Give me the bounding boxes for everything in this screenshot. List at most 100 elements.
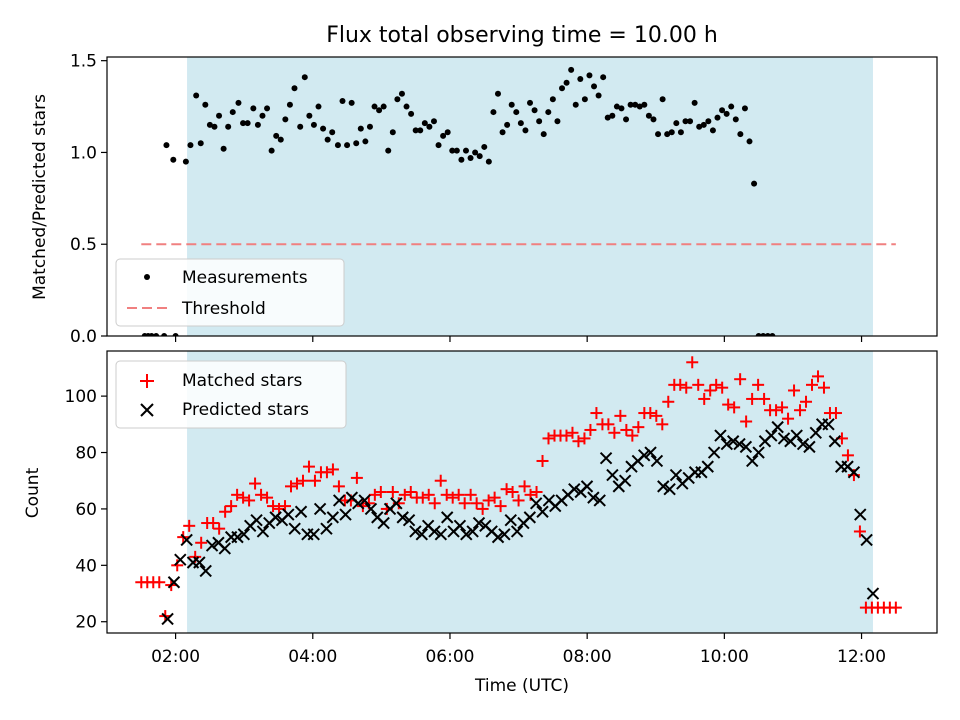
predicted-star-point [434,528,448,541]
matched-star-point [213,522,226,535]
measurement-point [655,131,662,138]
matched-star-point [225,500,238,513]
measurement-point [163,142,170,149]
matched-star-point [482,494,495,507]
measurement-point [320,125,327,132]
matched-star-point [578,432,591,445]
matched-star-point [794,404,807,417]
measurement-point [623,116,630,123]
predicted-star-point [466,525,479,538]
measurement-point [632,101,639,108]
x-tick-label: 04:00 [288,647,337,667]
matched-star-point [296,474,309,487]
measurement-point [366,123,373,130]
measurement-point [353,140,360,147]
predicted-star-point [415,528,428,541]
measurement-point [282,116,289,123]
predicted-star-point [739,440,753,454]
measurement-point [572,101,579,108]
measurement-point [527,99,534,106]
measurement-point [216,112,223,119]
measurement-point [380,103,387,110]
measurement-point [235,99,242,106]
matched-star-point [350,471,363,484]
predicted-star-point [809,426,822,439]
measurement-point [462,147,469,154]
measurement-point [485,158,492,165]
matched-star-point [458,497,471,510]
measurement-point [760,333,767,336]
measurement-point [581,96,588,103]
matched-star-point [488,491,501,504]
measurement-point [211,123,218,130]
bottom-y-axis-label: Count [23,467,43,518]
measurement-point [440,132,447,139]
top-plot-frame [106,56,938,337]
predicted-star-point [193,556,206,569]
predicted-star-point [390,497,403,510]
measurement-point [297,123,304,130]
matched-star-point [722,398,735,411]
measurement-point [613,103,620,110]
predicted-star-point [796,437,810,451]
x-tick-label: 12:00 [837,647,886,667]
matched-star-point [326,463,339,476]
legend-measurements-label: Measurements [182,268,308,288]
predicted-star-point [726,435,740,448]
matched-star-point [817,381,830,394]
measurement-point [329,129,336,136]
measurement-point [563,79,570,86]
predicted-star-point [174,553,187,566]
measurement-point [636,103,643,110]
matched-star-point [782,412,795,425]
bottom-y-ticks: 20 40 60 80 100 [65,387,107,633]
matched-star-point [261,491,274,504]
predicted-star-point [409,525,422,538]
matched-star-point [770,404,783,417]
top-y-ticks: 0.0 0.5 1.0 1.5 [70,52,107,347]
matched-star-point [368,488,381,501]
matched-star-point [614,409,627,422]
predicted-star-point [536,505,549,518]
measurement-point [348,99,355,106]
predicted-star-point [599,451,613,465]
measurement-point [148,333,155,336]
measurement-point [376,107,383,114]
predicted-star-point [580,480,594,493]
measurement-point [435,142,442,149]
predicted-star-point [453,519,467,533]
matched-star-point [464,488,477,501]
x-tick-label: 06:00 [425,647,474,667]
predicted-star-point [568,482,581,496]
measurement-point [650,116,657,123]
measurement-point [604,114,611,121]
measurement-point [508,101,515,108]
matched-star-point [536,454,549,467]
matched-star-point [542,432,555,445]
predicted-star-point [498,528,511,541]
predicted-star-point [606,468,619,482]
predicted-star-point [593,494,606,507]
matched-star-point [374,486,387,498]
measurement-point [673,120,680,127]
matched-star-point [734,373,747,386]
matched-star-point [590,407,603,420]
measurement-point [517,120,524,127]
matched-star-point [656,418,669,431]
measurement-point [559,85,566,92]
matched-star-point [285,480,298,493]
matched-star-point [698,392,711,405]
y-tick-label: 60 [75,500,97,520]
y-tick-label: 100 [65,387,97,407]
measurement-point [696,123,703,130]
measurement-point [403,103,410,110]
matched-star-point [386,486,399,498]
matched-star-point [602,418,615,431]
matched-star-point [572,435,585,448]
legend-predicted-label: Predicted stars [182,400,309,420]
predicted-star-point [472,516,486,530]
measurement-point [412,127,419,134]
top-x-ticks [174,336,863,342]
predicted-star-point [714,429,727,442]
